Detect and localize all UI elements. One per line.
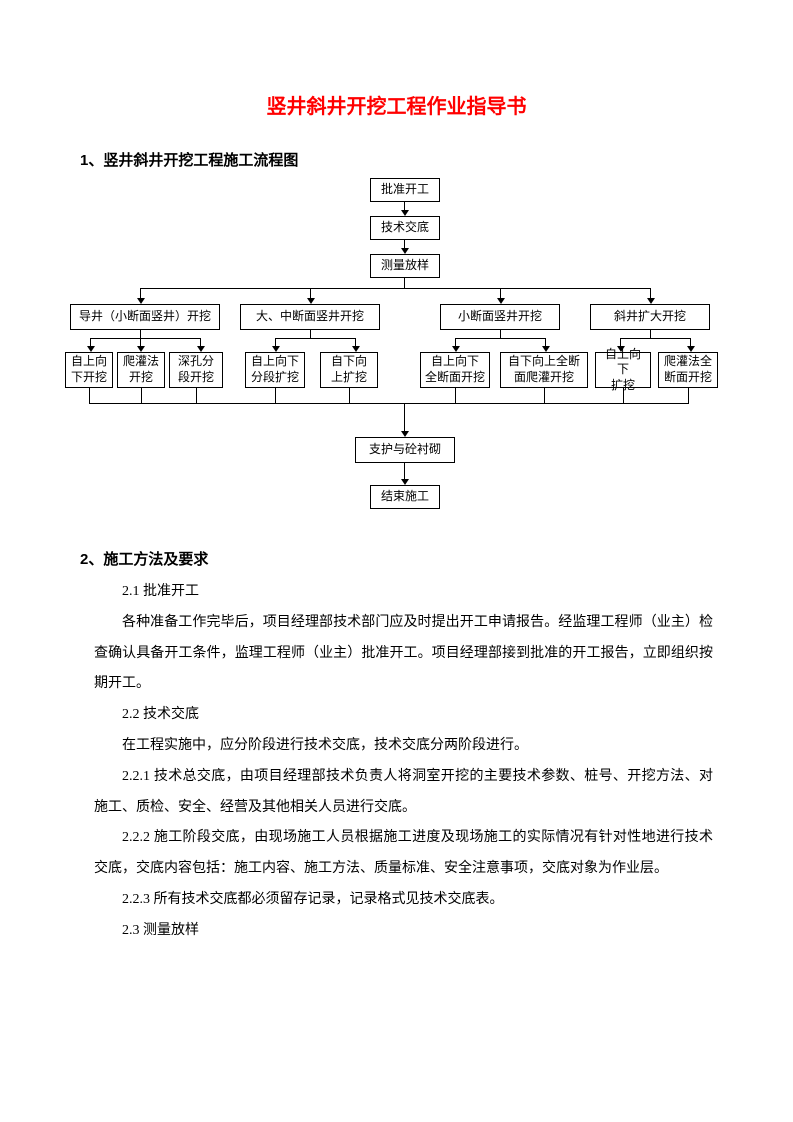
section-2-heading: 2、施工方法及要求 [80,548,713,569]
p-2-2-h: 2.2 技术交底 [80,700,713,731]
node-c2: 爬灌法 开挖 [117,352,165,388]
node-branch-1: 导井（小断面竖井）开挖 [70,304,220,330]
p-2-2-body: 在工程实施中，应分阶段进行技术交底，技术交底分两阶段进行。 [80,731,713,762]
node-c9: 爬灌法全 断面开挖 [658,352,718,388]
p-2-1-h: 2.1 批准开工 [80,577,713,608]
node-branch-2: 大、中断面竖井开挖 [240,304,380,330]
document-title: 竖井斜井开挖工程作业指导书 [80,90,713,119]
p-2-3-h: 2.3 测量放样 [80,916,713,947]
node-tech-brief: 技术交底 [370,216,440,240]
node-branch-4: 斜井扩大开挖 [590,304,710,330]
node-end: 结束施工 [370,485,440,509]
node-c5: 自下向 上扩挖 [320,352,378,388]
p-2-2-2: 2.2.2 施工阶段交底，由现场施工人员根据施工进度及现场施工的实际情况有针对性… [80,823,713,885]
node-support: 支护与砼衬砌 [355,437,455,463]
node-survey: 测量放样 [370,254,440,278]
node-branch-3: 小断面竖井开挖 [440,304,560,330]
node-c8: 自上向下 扩挖 [595,352,651,388]
p-2-1-body: 各种准备工作完毕后，项目经理部技术部门应及时提出开工申请报告。经监理工程师（业主… [80,608,713,700]
p-2-2-1: 2.2.1 技术总交底，由项目经理部技术负责人将洞室开挖的主要技术参数、桩号、开… [80,762,713,824]
node-c1: 自上向 下开挖 [65,352,113,388]
node-c4: 自上向下 分段扩挖 [245,352,305,388]
flowchart: 批准开工 技术交底 测量放样 导井（小断面竖井）开挖 大、中断面竖井开挖 小断面… [80,178,713,538]
node-approve: 批准开工 [370,178,440,202]
section-1-heading: 1、竖井斜井开挖工程施工流程图 [80,149,713,170]
node-c7: 自下向上全断 面爬灌开挖 [500,352,588,388]
node-c3: 深孔分 段开挖 [169,352,223,388]
node-c6: 自上向下 全断面开挖 [420,352,490,388]
p-2-2-3: 2.2.3 所有技术交底都必须留存记录，记录格式见技术交底表。 [80,885,713,916]
